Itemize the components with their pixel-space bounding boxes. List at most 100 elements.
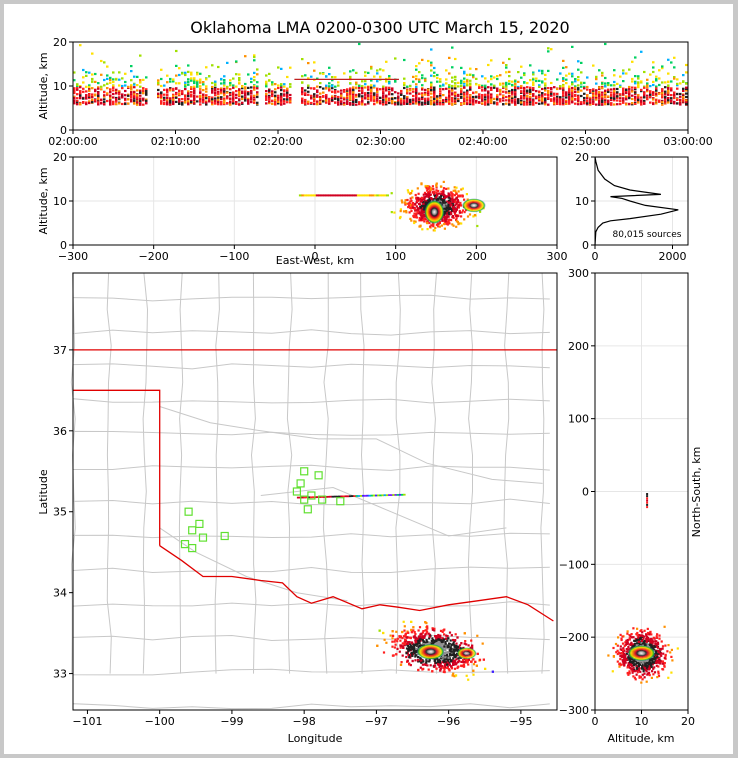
source-mark bbox=[444, 215, 448, 218]
source-mark bbox=[364, 80, 367, 83]
source-mark bbox=[442, 83, 445, 86]
source-mark bbox=[196, 85, 199, 88]
source-mark bbox=[592, 91, 595, 94]
source-mark bbox=[439, 78, 442, 81]
source-mark bbox=[205, 85, 208, 88]
source-mark bbox=[475, 91, 478, 94]
source-mark bbox=[274, 98, 277, 102]
source-mark bbox=[592, 64, 595, 67]
source-mark bbox=[319, 101, 322, 104]
source-mark bbox=[463, 642, 466, 645]
source-mark bbox=[520, 87, 523, 90]
source-mark bbox=[265, 96, 268, 99]
source-mark bbox=[424, 93, 427, 96]
source-mark bbox=[289, 66, 292, 69]
source-mark bbox=[452, 209, 455, 212]
source-mark bbox=[355, 83, 358, 86]
source-mark bbox=[100, 59, 103, 63]
source-mark bbox=[142, 97, 145, 100]
source-mark bbox=[136, 75, 139, 78]
source-mark bbox=[385, 99, 388, 102]
source-mark bbox=[85, 71, 88, 74]
source-mark bbox=[565, 66, 568, 69]
source-mark bbox=[358, 86, 361, 89]
source-mark bbox=[352, 69, 355, 72]
source-mark bbox=[202, 81, 205, 84]
source-mark bbox=[455, 658, 458, 661]
source-mark bbox=[238, 88, 241, 91]
source-mark bbox=[447, 659, 450, 662]
source-mark bbox=[409, 664, 412, 667]
source-mark bbox=[610, 102, 613, 105]
source-mark bbox=[425, 659, 428, 662]
source-mark bbox=[456, 199, 459, 202]
source-mark bbox=[136, 103, 139, 106]
source-mark bbox=[439, 90, 442, 93]
source-mark bbox=[379, 96, 382, 99]
source-mark bbox=[419, 211, 422, 214]
source-mark bbox=[343, 96, 346, 99]
source-mark bbox=[458, 211, 461, 214]
source-mark bbox=[229, 79, 232, 82]
source-mark bbox=[448, 96, 451, 99]
source-mark bbox=[408, 656, 411, 659]
source-mark bbox=[655, 85, 658, 88]
source-mark bbox=[571, 75, 574, 78]
source-mark bbox=[541, 97, 544, 100]
source-mark bbox=[421, 58, 424, 61]
altitude-time-ylabel: Altitude, km bbox=[37, 52, 50, 119]
source-mark bbox=[541, 94, 544, 97]
source-mark bbox=[457, 206, 460, 209]
source-mark bbox=[193, 89, 196, 92]
source-mark bbox=[271, 83, 274, 86]
source-mark bbox=[451, 76, 454, 79]
source-mark bbox=[622, 80, 625, 83]
source-mark bbox=[538, 85, 541, 88]
source-mark bbox=[428, 658, 431, 662]
source-mark bbox=[451, 98, 454, 101]
source-mark bbox=[256, 87, 259, 90]
source-mark bbox=[214, 102, 217, 105]
source-mark bbox=[157, 88, 160, 92]
source-mark bbox=[124, 84, 127, 87]
source-mark bbox=[412, 90, 415, 93]
source-mark bbox=[553, 93, 556, 96]
source-mark bbox=[415, 643, 418, 646]
source-mark bbox=[367, 71, 370, 74]
source-mark bbox=[241, 92, 244, 95]
source-mark bbox=[142, 88, 145, 91]
source-mark bbox=[214, 80, 217, 83]
source-mark bbox=[91, 77, 94, 81]
source-mark bbox=[187, 78, 190, 81]
source-mark bbox=[526, 101, 529, 104]
source-mark bbox=[431, 185, 434, 188]
source-mark bbox=[553, 100, 556, 103]
source-mark bbox=[412, 80, 415, 83]
source-mark bbox=[166, 96, 169, 99]
source-mark bbox=[442, 187, 446, 190]
source-mark bbox=[472, 669, 475, 672]
source-mark bbox=[388, 97, 391, 100]
source-mark bbox=[334, 97, 337, 100]
source-mark bbox=[517, 87, 520, 90]
source-mark bbox=[214, 84, 217, 87]
source-mark bbox=[460, 103, 463, 106]
source-mark bbox=[460, 215, 463, 218]
source-mark bbox=[532, 101, 535, 104]
source-mark bbox=[391, 637, 394, 640]
source-mark bbox=[337, 90, 340, 93]
source-mark bbox=[487, 99, 490, 102]
source-mark bbox=[670, 97, 673, 100]
source-mark bbox=[484, 101, 487, 104]
source-mark bbox=[388, 93, 391, 96]
source-mark bbox=[274, 101, 277, 104]
source-mark bbox=[673, 100, 676, 103]
source-mark bbox=[435, 189, 438, 192]
source-mark bbox=[419, 218, 423, 221]
source-mark bbox=[454, 633, 457, 636]
source-mark bbox=[421, 103, 424, 106]
source-mark bbox=[499, 93, 502, 96]
source-mark bbox=[442, 180, 445, 183]
source-mark bbox=[391, 99, 394, 103]
source-mark bbox=[664, 93, 667, 96]
